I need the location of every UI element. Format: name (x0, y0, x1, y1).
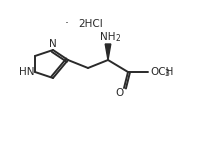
Text: N: N (49, 39, 57, 49)
Text: O: O (116, 88, 124, 98)
Text: 2: 2 (116, 34, 120, 43)
Text: 2HCl: 2HCl (78, 19, 103, 29)
Text: 3: 3 (164, 69, 169, 78)
Text: HN: HN (19, 67, 35, 77)
Text: OCH: OCH (150, 67, 173, 77)
Polygon shape (105, 44, 111, 60)
Text: ·: · (65, 18, 69, 30)
Text: NH: NH (100, 32, 116, 42)
